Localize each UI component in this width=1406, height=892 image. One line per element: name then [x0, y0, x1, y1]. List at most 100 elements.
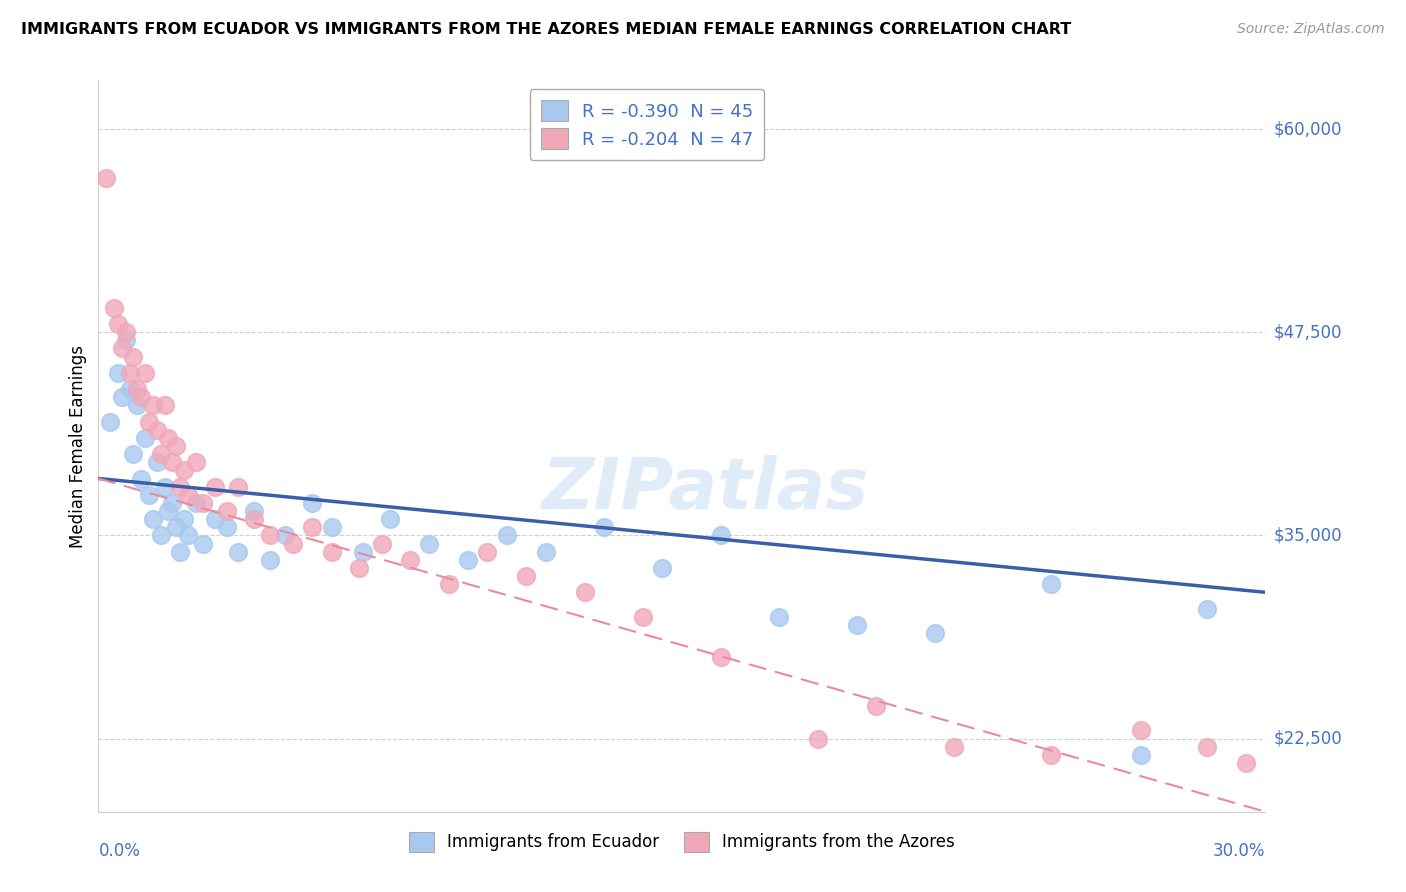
Point — [710, 528, 733, 542]
Point — [98, 415, 121, 429]
Point — [371, 536, 394, 550]
Point — [162, 455, 184, 469]
Point — [129, 471, 152, 485]
Point — [204, 480, 226, 494]
Point — [107, 366, 129, 380]
Point — [122, 447, 145, 461]
Point — [651, 561, 673, 575]
Point — [457, 553, 479, 567]
Text: IMMIGRANTS FROM ECUADOR VS IMMIGRANTS FROM THE AZORES MEDIAN FEMALE EARNINGS COR: IMMIGRANTS FROM ECUADOR VS IMMIGRANTS FR… — [21, 22, 1071, 37]
Text: $22,500: $22,500 — [1274, 730, 1343, 747]
Point — [129, 390, 152, 404]
Point — [1129, 747, 1152, 762]
Point — [169, 480, 191, 494]
Point — [593, 520, 616, 534]
Point — [169, 544, 191, 558]
Point — [153, 398, 176, 412]
Point — [177, 528, 200, 542]
Point — [177, 488, 200, 502]
Point — [259, 553, 281, 567]
Text: $47,500: $47,500 — [1274, 323, 1343, 342]
Point — [437, 577, 460, 591]
Point — [768, 609, 790, 624]
Point — [111, 342, 134, 356]
Text: Source: ZipAtlas.com: Source: ZipAtlas.com — [1237, 22, 1385, 37]
Point — [301, 520, 323, 534]
Point — [259, 528, 281, 542]
Point — [1195, 601, 1218, 615]
Point — [118, 382, 141, 396]
Point — [184, 455, 207, 469]
Point — [111, 390, 134, 404]
Point — [477, 544, 499, 558]
Point — [228, 480, 250, 494]
Text: $60,000: $60,000 — [1274, 120, 1343, 138]
Point — [184, 496, 207, 510]
Point — [149, 447, 172, 461]
Point — [107, 317, 129, 331]
Point — [398, 553, 420, 567]
Legend: Immigrants from Ecuador, Immigrants from the Azores: Immigrants from Ecuador, Immigrants from… — [402, 826, 962, 858]
Point — [347, 561, 370, 575]
Point — [103, 301, 125, 315]
Point — [710, 650, 733, 665]
Point — [380, 512, 402, 526]
Point — [943, 739, 966, 754]
Point — [118, 366, 141, 380]
Text: ZIPatlas: ZIPatlas — [541, 456, 869, 524]
Point — [215, 504, 238, 518]
Point — [496, 528, 519, 542]
Point — [146, 455, 169, 469]
Point — [215, 520, 238, 534]
Point — [301, 496, 323, 510]
Point — [122, 350, 145, 364]
Point — [114, 334, 136, 348]
Point — [1129, 723, 1152, 738]
Point — [534, 544, 557, 558]
Point — [846, 617, 869, 632]
Point — [243, 512, 266, 526]
Point — [142, 398, 165, 412]
Point — [134, 431, 156, 445]
Point — [321, 520, 343, 534]
Point — [146, 423, 169, 437]
Point — [1234, 756, 1257, 770]
Point — [515, 569, 537, 583]
Point — [165, 520, 187, 534]
Point — [1040, 747, 1063, 762]
Y-axis label: Median Female Earnings: Median Female Earnings — [69, 344, 87, 548]
Point — [127, 398, 149, 412]
Point — [1195, 739, 1218, 754]
Point — [193, 496, 215, 510]
Point — [924, 626, 946, 640]
Point — [243, 504, 266, 518]
Point — [281, 536, 304, 550]
Point — [114, 325, 136, 339]
Point — [138, 415, 160, 429]
Point — [173, 512, 195, 526]
Point — [96, 170, 118, 185]
Text: 30.0%: 30.0% — [1213, 842, 1265, 860]
Point — [162, 496, 184, 510]
Point — [631, 609, 654, 624]
Point — [193, 536, 215, 550]
Point — [574, 585, 596, 599]
Point — [142, 512, 165, 526]
Point — [138, 488, 160, 502]
Text: $35,000: $35,000 — [1274, 526, 1343, 544]
Point — [134, 366, 156, 380]
Point — [321, 544, 343, 558]
Point — [274, 528, 297, 542]
Point — [1040, 577, 1063, 591]
Point — [165, 439, 187, 453]
Point — [153, 480, 176, 494]
Point — [157, 504, 180, 518]
Point — [173, 463, 195, 477]
Point — [149, 528, 172, 542]
Point — [865, 699, 887, 714]
Text: 0.0%: 0.0% — [98, 842, 141, 860]
Point — [228, 544, 250, 558]
Point — [204, 512, 226, 526]
Point — [127, 382, 149, 396]
Point — [807, 731, 830, 746]
